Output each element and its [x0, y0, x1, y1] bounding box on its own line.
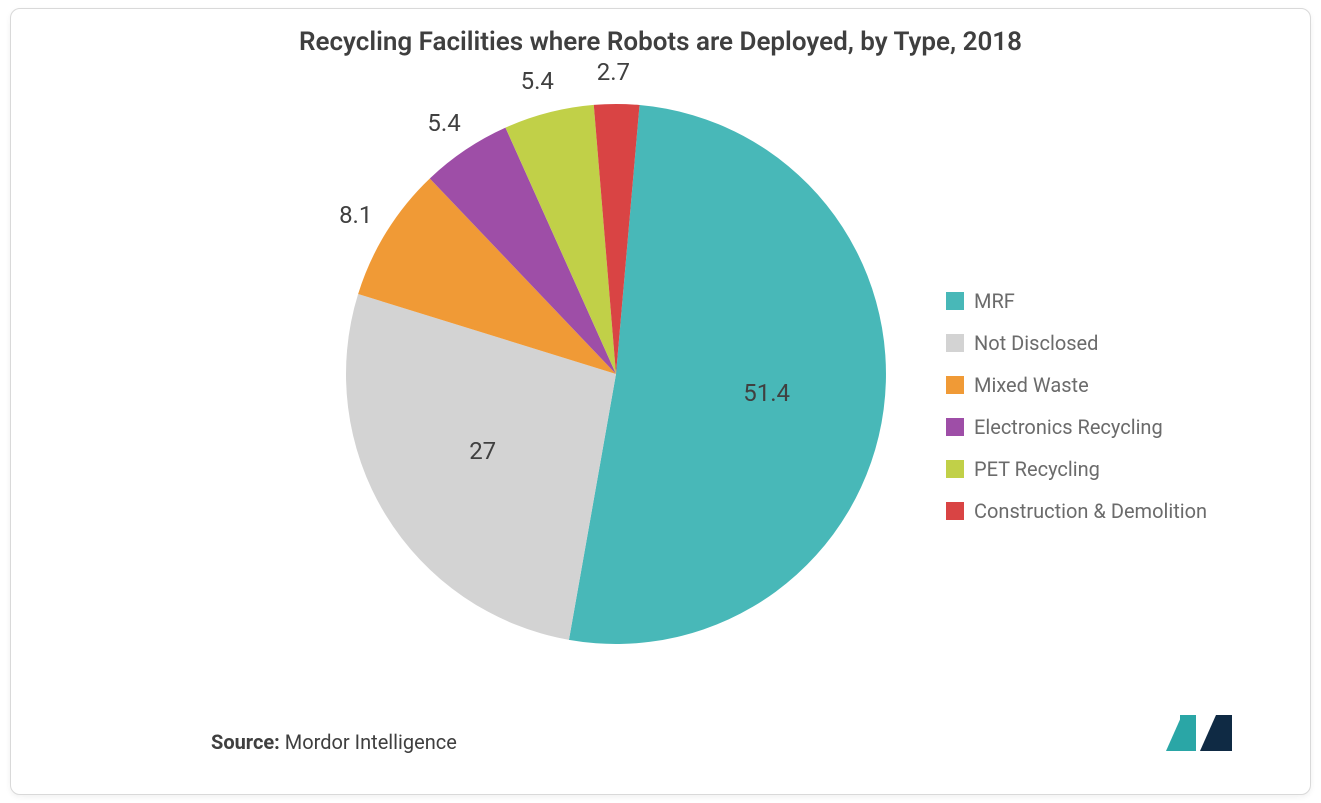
legend-label: MRF — [974, 289, 1015, 313]
slice-value-label: 8.1 — [339, 201, 372, 229]
slice-value-label: 2.7 — [597, 58, 630, 86]
source-label: Source: — [211, 730, 280, 754]
legend-item: Mixed Waste — [946, 373, 1276, 397]
legend-label: Electronics Recycling — [974, 415, 1163, 439]
mordor-logo-icon — [1160, 709, 1240, 759]
legend-label: PET Recycling — [974, 457, 1100, 481]
slice-value-label: 5.4 — [521, 67, 554, 95]
slice-value-label: 5.4 — [427, 109, 460, 137]
legend-swatch — [946, 418, 964, 436]
legend-label: Construction & Demolition — [974, 499, 1207, 523]
chart-card: Recycling Facilities where Robots are De… — [10, 8, 1311, 795]
pie-svg — [341, 99, 891, 649]
legend-item: PET Recycling — [946, 457, 1276, 481]
legend-swatch — [946, 502, 964, 520]
slice-value-label: 27 — [469, 437, 496, 465]
pie-chart: 51.4278.15.45.42.7 — [341, 99, 891, 649]
source-line: Source: Mordor Intelligence — [211, 730, 457, 754]
chart-title: Recycling Facilities where Robots are De… — [11, 27, 1310, 57]
legend-item: Not Disclosed — [946, 331, 1276, 355]
source-value: Mordor Intelligence — [285, 730, 457, 754]
slice-value-label: 51.4 — [743, 379, 790, 407]
legend-item: MRF — [946, 289, 1276, 313]
legend: MRF Not Disclosed Mixed Waste Electronics R… — [946, 289, 1276, 541]
legend-swatch — [946, 334, 964, 352]
legend-label: Not Disclosed — [974, 331, 1098, 355]
legend-item: Electronics Recycling — [946, 415, 1276, 439]
legend-swatch — [946, 460, 964, 478]
legend-label: Mixed Waste — [974, 373, 1089, 397]
legend-item: Construction & Demolition — [946, 499, 1276, 523]
legend-swatch — [946, 376, 964, 394]
legend-swatch — [946, 292, 964, 310]
